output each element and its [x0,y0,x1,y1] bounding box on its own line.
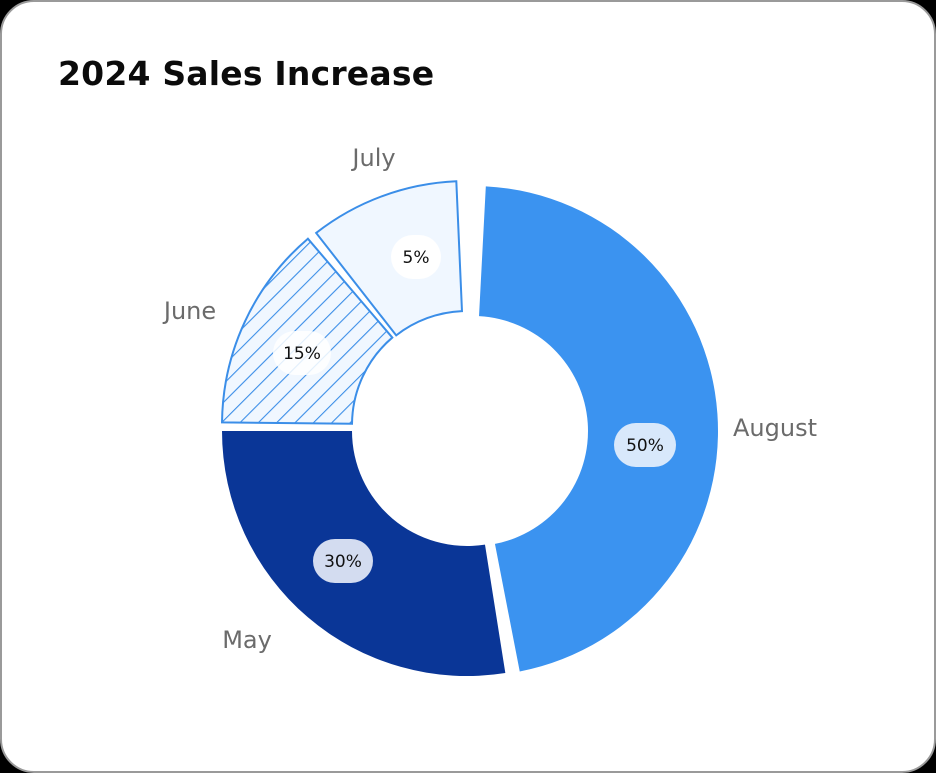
pill-may-bg [313,539,373,583]
pill-july: 5% [403,248,430,268]
slice-august [479,186,718,672]
pill-august-bg [614,423,676,467]
pill-june: 15% [283,344,321,364]
pill-may: 30% [324,552,362,572]
pill-june-bg [273,331,331,375]
pill-july-bg [391,235,441,279]
chart-title: 2024 Sales Increase [58,54,435,93]
label-may: May [222,626,272,654]
pill-august: 50% [626,436,664,456]
slice-july [314,180,464,337]
label-june: June [162,297,216,325]
label-july: July [350,144,395,172]
label-august: August [733,414,817,442]
